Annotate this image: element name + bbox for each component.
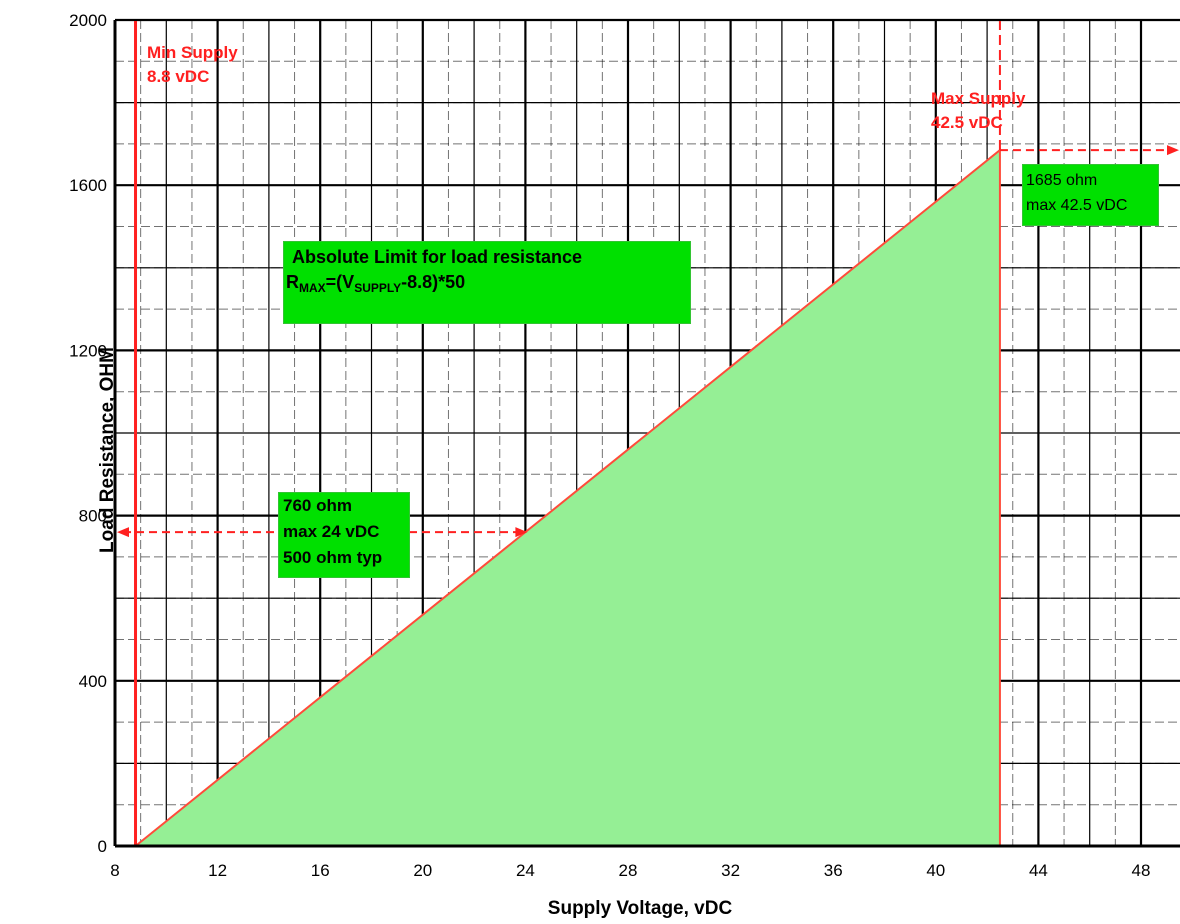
annotation-42v: 1685 ohm max 42.5 vDC [1022,164,1159,226]
formula-eq-close: -8.8)*50 [401,272,466,292]
formula-equation: RMAX=(VSUPPLY-8.8)*50 [286,272,465,295]
min-supply-value: 8.8 vDC [147,67,209,86]
arrow-left-760 [117,527,129,538]
annotation-24v: 760 ohm max 24 vDC 500 ohm typ [278,492,410,578]
formula-title: Absolute Limit for load resistance [292,247,583,267]
annotation-24v-line3: 500 ohm typ [283,548,383,567]
x-tick-label: 32 [721,861,740,880]
x-tick-label: 16 [311,861,330,880]
formula-eq-open: =(V [325,272,355,292]
formula-annotation: Absolute Limit for load resistance RMAX=… [283,241,691,324]
x-tick-label: 12 [208,861,227,880]
arrow-right-1685 [1167,145,1179,156]
y-tick-label: 800 [79,507,107,526]
annotation-24v-line2: max 24 vDC [283,522,380,541]
x-tick-label: 20 [413,861,432,880]
x-axis-label: Supply Voltage, vDC [548,898,733,919]
x-tick-label: 36 [824,861,843,880]
x-tick-labels: 8 12 16 20 24 28 32 36 40 44 48 [110,861,1150,880]
annotation-24v-line1: 760 ohm [283,496,352,515]
x-tick-label: 24 [516,861,535,880]
min-supply-label: Min Supply [147,43,238,62]
x-tick-label: 48 [1132,861,1151,880]
max-supply-value: 42.5 vDC [931,113,1003,132]
y-tick-label: 0 [98,837,107,856]
x-tick-label: 28 [619,861,638,880]
x-tick-label: 44 [1029,861,1048,880]
x-tick-label: 8 [110,861,119,880]
y-axis-label: Load Resistance, OHM [96,347,118,553]
x-tick-label: 40 [926,861,945,880]
annotation-42v-line1: 1685 ohm [1026,172,1098,189]
y-tick-label: 1600 [69,176,107,195]
formula-r: R [286,272,299,292]
supply-limit-labels: Min Supply 8.8 vDC Max Supply 42.5 vDC [147,43,1026,132]
max-supply-label: Max Supply [931,89,1026,108]
y-tick-label: 1200 [69,341,107,360]
y-tick-label: 400 [79,672,107,691]
plot-border [113,19,1180,848]
annotation-42v-line2: max 42.5 vDC [1026,197,1128,214]
y-tick-labels: 0 400 800 1200 1600 2000 [69,11,107,856]
arrow-right-760 [515,527,528,538]
formula-v-subscript: SUPPLY [354,281,402,295]
y-tick-label: 2000 [69,11,107,30]
formula-r-subscript: MAX [299,281,326,295]
